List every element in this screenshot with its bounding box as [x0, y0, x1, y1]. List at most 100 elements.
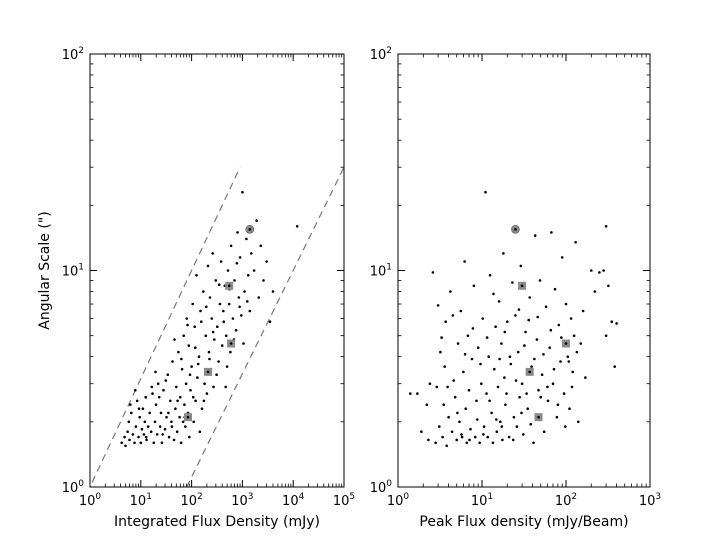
data-point: [577, 420, 580, 424]
plot-frame: [397, 53, 651, 488]
data-point: [130, 411, 133, 415]
data-point: [225, 365, 229, 368]
data-point: [216, 325, 219, 329]
data-point: [218, 302, 222, 306]
data-point: [167, 411, 170, 415]
data-point: [242, 342, 245, 345]
data-point: [127, 420, 131, 424]
data-point: [548, 346, 551, 350]
data-point: [409, 392, 412, 395]
data-point: [246, 300, 249, 303]
data-point: [508, 355, 512, 359]
data-point: [222, 320, 226, 324]
data-point: [204, 334, 208, 338]
data-point: [139, 441, 143, 445]
data-point: [542, 430, 546, 434]
data-point: [549, 328, 553, 332]
data-point: [452, 379, 456, 382]
data-point: [456, 342, 460, 345]
data-point: [476, 346, 480, 350]
data-point: [556, 403, 560, 407]
data-point: [217, 283, 221, 287]
data-point: [265, 260, 268, 263]
data-point: [229, 342, 233, 345]
data-point: [262, 279, 265, 282]
data-point: [238, 256, 242, 259]
data-point: [179, 441, 183, 445]
data-point: [224, 385, 227, 389]
data-point: [214, 279, 218, 282]
data-point: [487, 355, 491, 359]
data-point: [248, 228, 252, 231]
guide-line: [186, 166, 345, 488]
data-point: [138, 415, 141, 419]
data-point: [478, 441, 482, 445]
data-point: [590, 269, 593, 272]
data-point: [507, 435, 511, 439]
data-point: [569, 317, 573, 320]
x-tick-label: 104: [282, 492, 305, 509]
data-point: [593, 290, 597, 293]
data-point: [530, 365, 533, 368]
data-point: [560, 256, 564, 259]
data-point: [511, 281, 514, 284]
data-point: [252, 269, 256, 272]
data-point: [220, 344, 224, 347]
data-point: [194, 399, 197, 403]
data-point: [537, 415, 540, 419]
data-point: [200, 320, 203, 324]
data-point: [212, 385, 215, 389]
data-point: [155, 433, 159, 436]
data-point: [188, 373, 192, 377]
data-point: [519, 264, 523, 268]
data-point: [194, 346, 197, 350]
data-point: [518, 395, 521, 399]
data-point: [498, 357, 501, 361]
data-point: [198, 430, 202, 434]
guide-line: [91, 166, 241, 483]
data-point: [186, 415, 190, 419]
data-point: [537, 388, 540, 392]
data-point: [154, 403, 158, 407]
data-point: [246, 274, 250, 277]
data-point: [203, 382, 206, 386]
y-tick-label: 100: [62, 479, 85, 496]
data-point: [464, 407, 468, 411]
y-tick-label: 100: [370, 479, 393, 496]
x-tick-label: 101: [130, 492, 152, 509]
data-point: [546, 399, 550, 403]
data-point: [525, 392, 528, 395]
data-point: [229, 350, 232, 354]
data-point: [181, 420, 185, 424]
data-point: [213, 338, 216, 341]
data-point: [222, 309, 225, 313]
data-point: [179, 395, 182, 399]
data-point: [192, 420, 195, 424]
data-point: [557, 323, 561, 327]
data-point: [173, 338, 176, 341]
data-point: [550, 231, 553, 234]
data-point: [144, 395, 147, 399]
data-point: [458, 420, 461, 424]
y-axis-label: Angular Scale ("): [37, 211, 53, 329]
data-point: [255, 219, 258, 222]
data-point: [183, 403, 186, 407]
data-point: [499, 420, 502, 424]
integrated-flux-panel: 100 101 102 103 104 105 100 101 102 Integrated F…: [37, 46, 355, 530]
data-point: [511, 438, 515, 442]
data-point: [468, 438, 471, 442]
data-point: [131, 433, 135, 436]
data-point: [120, 441, 123, 445]
data-point: [506, 320, 509, 324]
data-point: [188, 435, 191, 439]
data-point: [175, 385, 178, 389]
data-point: [237, 296, 241, 299]
data-point: [615, 322, 618, 325]
data-point: [466, 334, 470, 338]
data-point: [607, 284, 610, 288]
data-point: [123, 435, 126, 439]
data-point: [140, 427, 144, 431]
data-point: [207, 350, 211, 354]
y-tick-label: 102: [62, 46, 84, 63]
data-point: [195, 274, 198, 277]
